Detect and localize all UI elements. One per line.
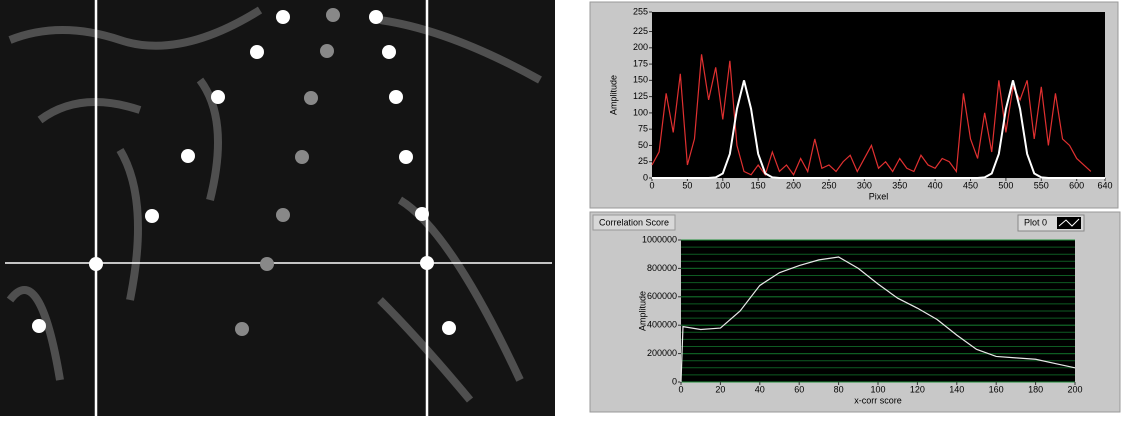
x-tick-label: 150 bbox=[751, 180, 766, 190]
x-tick-label: 250 bbox=[821, 180, 836, 190]
x-tick-label: 200 bbox=[786, 180, 801, 190]
y-tick-label: 125 bbox=[633, 91, 648, 101]
legend-line bbox=[1058, 218, 1080, 227]
y-tick-label: 175 bbox=[633, 58, 648, 68]
y-tick-label: 0 bbox=[672, 376, 677, 386]
x-tick-label: 60 bbox=[794, 384, 804, 394]
x-tick-label: 100 bbox=[870, 384, 885, 394]
y-tick-label: 225 bbox=[633, 26, 648, 36]
x-tick-label: 450 bbox=[963, 180, 978, 190]
x-tick-label: 300 bbox=[857, 180, 872, 190]
y-tick-label: 600000 bbox=[647, 291, 677, 301]
x-tick-label: 100 bbox=[715, 180, 730, 190]
x-tick-label: 80 bbox=[834, 384, 844, 394]
x-tick-label: 400 bbox=[928, 180, 943, 190]
x-tick-label: 20 bbox=[715, 384, 725, 394]
y-tick-label: 200000 bbox=[647, 348, 677, 358]
x-tick-label: 140 bbox=[949, 384, 964, 394]
x-tick-label: 350 bbox=[892, 180, 907, 190]
x-tick-label: 600 bbox=[1069, 180, 1084, 190]
y-tick-label: 400000 bbox=[647, 320, 677, 330]
x-axis-label: Pixel bbox=[869, 191, 889, 201]
series-line bbox=[680, 256, 1076, 383]
x-tick-label: 0 bbox=[678, 384, 683, 394]
x-tick-label: 640 bbox=[1097, 180, 1112, 190]
y-tick-label: 200 bbox=[633, 42, 648, 52]
x-tick-label: 50 bbox=[682, 180, 692, 190]
series-line bbox=[652, 80, 1105, 179]
y-tick-label: 0 bbox=[643, 172, 648, 182]
field-image bbox=[0, 0, 555, 416]
y-tick-label: 100 bbox=[633, 107, 648, 117]
y-tick-label: 150 bbox=[633, 75, 648, 85]
y-tick-label: 75 bbox=[638, 124, 648, 134]
y-tick-label: 1000000 bbox=[642, 234, 677, 244]
x-tick-label: 200 bbox=[1067, 384, 1082, 394]
x-tick-label: 0 bbox=[649, 180, 654, 190]
tab bbox=[592, 214, 676, 231]
x-tick-label: 160 bbox=[989, 384, 1004, 394]
x-tick-label: 40 bbox=[755, 384, 765, 394]
y-axis-label: Amplitude bbox=[637, 291, 647, 331]
y-tick-label: 800000 bbox=[647, 263, 677, 273]
y-tick-label: 50 bbox=[638, 140, 648, 150]
x-tick-label: 500 bbox=[998, 180, 1013, 190]
legend-label: Plot 0 bbox=[1024, 217, 1047, 227]
y-tick-label: 25 bbox=[638, 156, 648, 166]
x-tick-label: 550 bbox=[1034, 180, 1049, 190]
y-tick-label: 255 bbox=[633, 6, 648, 16]
y-axis-label: Amplitude bbox=[608, 75, 618, 115]
chart-title: Correlation Score bbox=[599, 217, 669, 227]
x-tick-label: 120 bbox=[910, 384, 925, 394]
x-tick-label: 180 bbox=[1028, 384, 1043, 394]
x-axis-label: x-corr score bbox=[854, 395, 902, 405]
